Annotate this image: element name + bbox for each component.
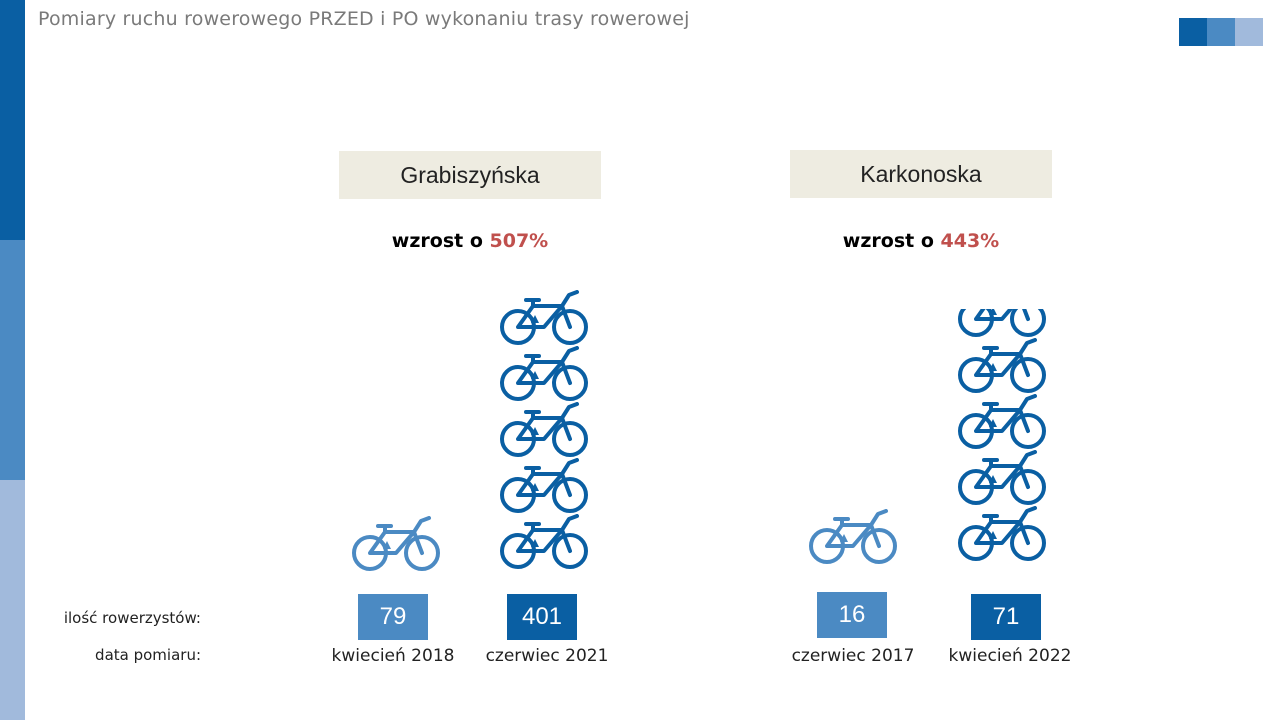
growth-percent: 507% [489, 230, 549, 252]
page-title: Pomiary ruchu rowerowego PRZED i PO wyko… [38, 8, 690, 30]
date-label-karkonoska-before: czerwiec 2017 [791, 646, 915, 666]
corner-square-mid [1207, 18, 1235, 46]
value-box-karkonoska-before: 16 [817, 592, 887, 638]
location-title-grabiszynska: Grabiszyńska [339, 151, 601, 199]
location-title-karkonoska: Karkonoska [790, 150, 1052, 198]
corner-square-light [1235, 18, 1263, 46]
date-label-grabiszynska-before: kwiecień 2018 [331, 646, 455, 666]
corner-square-dark [1179, 18, 1207, 46]
value-box-grabiszynska-before: 79 [358, 594, 428, 640]
row-label-date: data pomiaru: [95, 646, 201, 664]
side-accent-bar-bottom [0, 480, 25, 720]
date-label-karkonoska-after: kwiecień 2022 [948, 646, 1072, 666]
growth-label-grabiszynska: wzrost o 507% [339, 230, 601, 252]
row-label-count: ilość rowerzystów: [63, 609, 201, 627]
growth-percent: 443% [940, 230, 1000, 252]
side-accent-bar-middle [0, 240, 25, 480]
bicycle-icon [957, 309, 1047, 339]
date-label-grabiszynska-after: czerwiec 2021 [485, 646, 609, 666]
side-accent-bar-top [0, 0, 25, 240]
value-box-grabiszynska-after: 401 [507, 594, 577, 640]
growth-text: wzrost o [391, 230, 483, 252]
growth-label-karkonoska: wzrost o 443% [790, 230, 1052, 252]
value-box-karkonoska-after: 71 [971, 594, 1041, 640]
growth-text: wzrost o [842, 230, 934, 252]
